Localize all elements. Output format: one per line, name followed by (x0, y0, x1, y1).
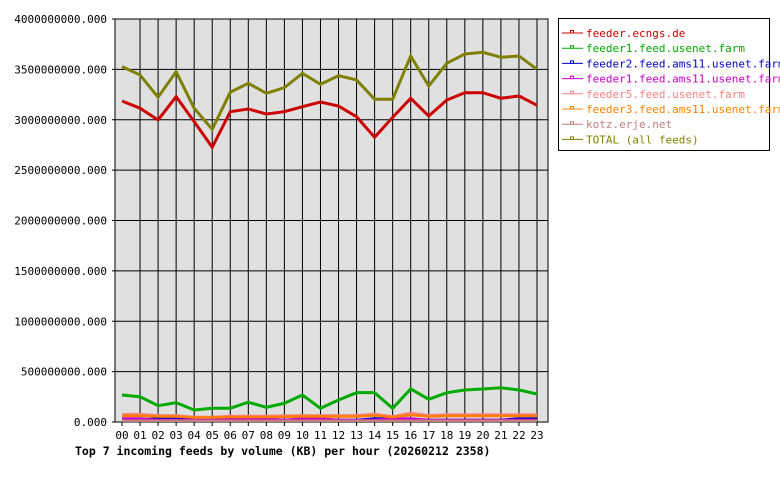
x-tick-label: 23 (530, 429, 543, 442)
x-tick-label: 19 (458, 429, 471, 442)
legend-entry: feeder5.feed.usenet.farm (586, 88, 745, 101)
y-tick-label: 2500000000.000 (14, 164, 107, 177)
legend-marker (570, 75, 574, 80)
y-tick-label: 2000000000.000 (14, 215, 107, 228)
x-tick-label: 11 (314, 429, 327, 442)
legend-entry: feeder1.feed.usenet.farm (586, 42, 745, 55)
y-tick-label: 1000000000.000 (14, 315, 107, 328)
x-tick-label: 00 (115, 429, 128, 442)
x-tick-label: 04 (188, 429, 202, 442)
x-tick-label: 18 (440, 429, 453, 442)
x-tick-label: 17 (422, 429, 435, 442)
y-tick-label: 500000000.000 (21, 366, 107, 379)
x-tick-label: 05 (206, 429, 219, 442)
legend-marker (570, 136, 574, 140)
x-tick-label: 08 (260, 429, 273, 442)
x-tick-label: 15 (386, 429, 399, 442)
x-tick-label: 02 (151, 429, 164, 442)
x-tick-label: 21 (494, 429, 507, 442)
y-tick-label: 0.000 (74, 416, 107, 429)
x-tick-label: 07 (242, 429, 255, 442)
legend-marker (570, 106, 574, 110)
series-line-total-all-feeds- (121, 50, 538, 133)
y-tick-label: 4000000000.000 (14, 13, 107, 26)
series-line-feeder1-feed-usenet-farm (121, 386, 538, 412)
legend-marker (570, 60, 574, 64)
legend-entry: kotz.erje.net (586, 118, 672, 131)
series-line-feeder-ecngs-de (121, 91, 538, 151)
legend-marker (570, 45, 574, 49)
y-tick-label: 3000000000.000 (14, 114, 107, 127)
x-tick-label: 03 (170, 429, 183, 442)
y-tick-label: 3500000000.000 (14, 63, 107, 76)
legend-entry: TOTAL (all feeds) (586, 133, 699, 146)
x-tick-label: 10 (296, 429, 309, 442)
x-tick-label: 12 (332, 429, 345, 442)
chart-title: Top 7 incoming feeds by volume (KB) per … (75, 444, 491, 458)
legend-box (558, 18, 770, 151)
x-tick-label: 13 (350, 429, 363, 442)
x-tick-label: 09 (278, 429, 291, 442)
x-tick-label: 14 (368, 429, 382, 442)
legend-marker (570, 121, 574, 125)
x-tick-label: 16 (404, 429, 417, 442)
legend-entry: feeder2.feed.ams11.usenet.farm (586, 57, 780, 70)
legend-marker (570, 90, 574, 95)
x-tick-label: 22 (512, 429, 525, 442)
legend-entry: feeder1.feed.ams11.usenet.farm (586, 73, 780, 86)
legend-entry: feeder3.feed.ams11.usenet.farm (586, 103, 780, 116)
legend-entry: feeder.ecngs.de (586, 27, 685, 40)
series-line-feeder3-feed-ams11-usenet-farm (121, 413, 537, 419)
x-tick-label: 01 (133, 429, 146, 442)
x-tick-label: 20 (476, 429, 489, 442)
x-tick-label: 06 (224, 429, 237, 442)
legend: feeder.ecngs.de feeder1.feed.usenet.farm f… (558, 18, 780, 151)
legend-marker (570, 30, 574, 34)
plot-border (114, 18, 549, 423)
y-tick-label: 1500000000.000 (14, 265, 107, 278)
